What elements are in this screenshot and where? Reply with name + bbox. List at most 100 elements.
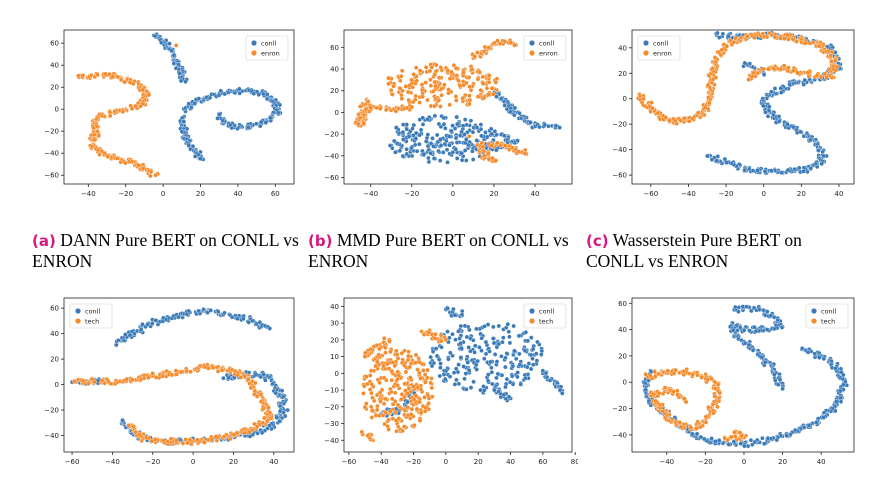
point-tech bbox=[376, 352, 381, 357]
caption-a: (a) DANN Pure BERT on CONLL vs ENRON bbox=[32, 230, 302, 271]
point-enron bbox=[409, 104, 415, 110]
point-conll bbox=[694, 431, 700, 437]
point-conll bbox=[426, 159, 432, 165]
point-conll bbox=[495, 371, 501, 377]
point-conll bbox=[150, 321, 155, 326]
point-conll bbox=[785, 122, 790, 127]
point-tech bbox=[703, 420, 709, 425]
point-conll bbox=[742, 443, 747, 449]
point-tech bbox=[365, 433, 370, 438]
point-tech bbox=[130, 377, 135, 382]
point-conll bbox=[466, 368, 472, 373]
x-tick-label: 0 bbox=[451, 190, 455, 198]
point-conll bbox=[441, 115, 447, 121]
y-tick-label: −20 bbox=[324, 131, 339, 139]
point-tech bbox=[374, 407, 380, 413]
point-conll bbox=[759, 354, 765, 360]
y-tick-label: 20 bbox=[618, 352, 627, 360]
point-enron bbox=[103, 71, 108, 77]
point-tech bbox=[131, 424, 136, 429]
point-conll bbox=[255, 431, 260, 436]
point-conll bbox=[409, 145, 414, 151]
point-conll bbox=[169, 48, 174, 53]
x-tick-label: 40 bbox=[817, 458, 826, 466]
plot-frame bbox=[631, 29, 855, 185]
legend-marker bbox=[529, 40, 535, 46]
point-conll bbox=[198, 156, 203, 161]
point-tech bbox=[643, 372, 648, 377]
point-conll bbox=[222, 310, 227, 316]
point-conll bbox=[452, 382, 458, 387]
point-enron bbox=[466, 75, 472, 80]
point-conll bbox=[500, 339, 505, 345]
plot-frame bbox=[343, 29, 573, 185]
point-tech bbox=[703, 414, 709, 420]
point-tech bbox=[381, 336, 387, 341]
legend-label: tech bbox=[821, 318, 835, 326]
point-conll bbox=[471, 379, 476, 385]
plot-frame bbox=[343, 297, 573, 453]
point-conll bbox=[462, 117, 468, 122]
point-enron bbox=[771, 66, 776, 71]
chart-a-svg: −40 −20 0 20 40 60 −60 −40 −20 0 20 40 60 conll enron bbox=[44, 29, 295, 198]
y-tick-label: 20 bbox=[50, 84, 59, 92]
point-conll bbox=[463, 371, 469, 376]
point-enron bbox=[807, 41, 813, 46]
point-enron bbox=[417, 68, 423, 73]
point-enron bbox=[764, 34, 770, 40]
point-tech bbox=[415, 385, 421, 390]
point-conll bbox=[436, 121, 442, 127]
point-enron bbox=[80, 73, 86, 78]
point-conll bbox=[726, 33, 731, 39]
point-conll bbox=[215, 309, 221, 314]
point-conll bbox=[553, 123, 559, 129]
point-enron bbox=[467, 97, 473, 103]
point-conll bbox=[425, 143, 431, 149]
point-enron bbox=[790, 37, 796, 42]
y-tick-label: 20 bbox=[330, 87, 339, 95]
point-conll bbox=[413, 130, 419, 136]
point-conll bbox=[404, 151, 409, 157]
point-conll bbox=[205, 310, 210, 315]
point-enron bbox=[479, 140, 485, 146]
point-conll bbox=[513, 356, 519, 362]
point-tech bbox=[168, 436, 174, 442]
x-tick-label: −20 bbox=[719, 190, 734, 198]
legend bbox=[805, 303, 849, 329]
point-conll bbox=[434, 353, 440, 359]
legend-marker bbox=[75, 308, 81, 314]
point-tech bbox=[238, 375, 244, 380]
point-enron bbox=[824, 75, 829, 80]
point-conll bbox=[488, 359, 493, 365]
point-enron bbox=[148, 169, 154, 175]
x-tick-label: 40 bbox=[506, 458, 515, 466]
point-enron bbox=[795, 70, 800, 76]
point-conll bbox=[487, 349, 492, 354]
point-conll bbox=[503, 364, 508, 370]
point-conll bbox=[808, 166, 813, 171]
point-enron bbox=[719, 47, 725, 53]
point-enron bbox=[391, 84, 396, 89]
point-conll bbox=[461, 364, 466, 369]
point-conll bbox=[216, 93, 222, 98]
chart-d: −60 −40 −20 0 20 40 −40 −20 0 20 40 60 conll tech bbox=[30, 288, 300, 470]
point-conll bbox=[226, 375, 231, 380]
point-conll bbox=[261, 91, 266, 97]
point-conll bbox=[787, 82, 792, 87]
legend-marker bbox=[529, 50, 535, 56]
point-conll bbox=[428, 151, 433, 156]
point-enron bbox=[696, 110, 701, 115]
point-tech bbox=[433, 331, 438, 337]
point-enron bbox=[752, 35, 757, 40]
point-tech bbox=[393, 418, 399, 423]
point-enron bbox=[486, 79, 492, 85]
point-conll bbox=[277, 102, 283, 108]
point-enron bbox=[407, 83, 412, 88]
point-conll bbox=[801, 133, 807, 139]
point-conll bbox=[443, 376, 448, 382]
point-tech bbox=[214, 364, 220, 370]
y-tick-label: −40 bbox=[44, 432, 59, 440]
x-tick-label: 40 bbox=[269, 458, 278, 466]
point-conll bbox=[709, 157, 715, 162]
point-enron bbox=[417, 100, 422, 105]
